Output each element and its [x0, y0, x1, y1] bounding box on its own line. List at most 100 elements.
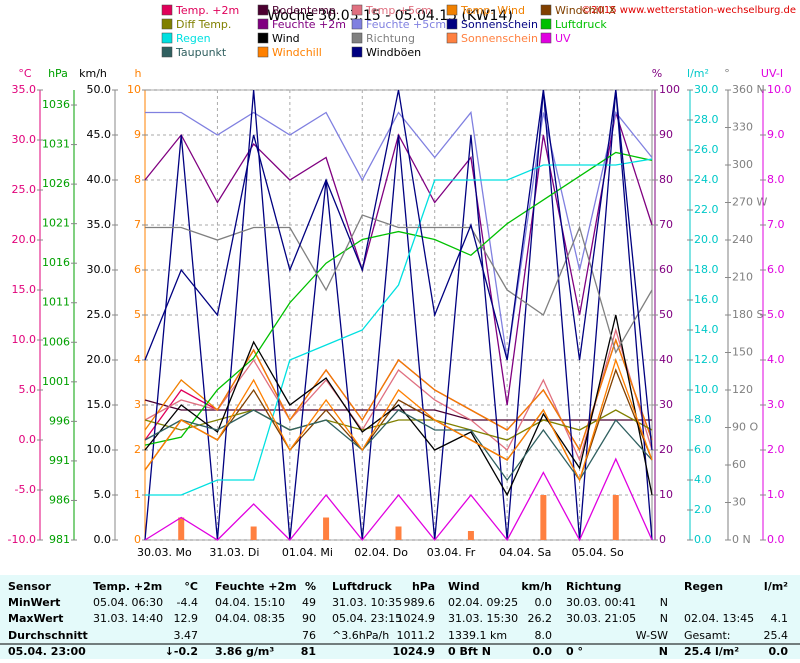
y-tick-label: 330: [732, 121, 753, 134]
y-tick-label: 6.0: [694, 443, 712, 456]
axis-label: l/m²: [687, 67, 709, 80]
y-tick-label: 28.0: [694, 113, 719, 126]
y-tick-label: 1026: [42, 177, 70, 190]
y-tick-label: 0.0: [94, 533, 112, 546]
y-tick-label: 8.0: [767, 173, 785, 186]
table-cell: 02.04. 13:45: [684, 612, 754, 625]
y-tick-label: 80: [659, 173, 673, 186]
table-cell: ↓-0.2: [165, 645, 198, 658]
x-tick-label: 05.04. So: [572, 546, 624, 559]
table-cell: 12.9: [174, 612, 199, 625]
table-cell: l/m²: [764, 580, 788, 593]
y-tick-label: 15.0: [87, 398, 112, 411]
y-tick-label: 5.0: [767, 308, 785, 321]
table-cell: 04.04. 08:35: [215, 612, 285, 625]
y-tick-label: 40.0: [87, 173, 112, 186]
y-tick-label: 9.0: [767, 128, 785, 141]
y-tick-label: 10.0: [694, 383, 719, 396]
y-tick-label: 2: [134, 443, 141, 456]
y-tick-label: 30: [659, 398, 673, 411]
table-cell: 31.03. 10:35: [332, 596, 402, 609]
table-cell: 30.03. 00:41: [566, 596, 636, 609]
legend-label: Sonnenschein: [461, 18, 538, 31]
series-line: [144, 89, 653, 451]
table-cell: 1024.9: [393, 645, 435, 658]
y-tick-label: 10: [659, 488, 673, 501]
y-tick-label: 60: [732, 458, 746, 471]
y-tick-label: 10.0: [12, 333, 37, 346]
table-cell: N: [660, 612, 668, 625]
y-tick-label: 986: [49, 493, 70, 506]
y-tick-label: 2.0: [694, 503, 712, 516]
legend-swatch: [161, 32, 173, 44]
table-cell: -4.4: [177, 596, 198, 609]
y-tick-label: 30: [732, 496, 746, 509]
y-tick-label: 90: [659, 128, 673, 141]
legend-swatch: [351, 46, 363, 58]
copyright: ©2015 www.wetterstation-wechselburg.de: [581, 5, 796, 16]
table-cell: N: [659, 645, 668, 658]
y-tick-label: 70: [659, 218, 673, 231]
table-cell: 31.03. 14:40: [93, 612, 163, 625]
table-cell: W-SW: [636, 629, 668, 642]
legend-swatch: [351, 32, 363, 44]
table-cell: 76: [302, 629, 316, 642]
legend-swatch: [540, 4, 552, 16]
y-tick-label: 180 S: [732, 308, 763, 321]
legend-label: Diff Temp.: [176, 18, 231, 31]
x-tick-label: 02.04. Do: [354, 546, 408, 559]
table-cell: 1339.1 km: [448, 629, 507, 642]
table-cell: 0.0: [769, 645, 789, 658]
y-tick-label: 5.0: [94, 488, 112, 501]
legend-swatch: [540, 32, 552, 44]
y-tick-label: 270 W: [732, 196, 767, 209]
axis-label: km/h: [79, 67, 107, 80]
y-tick-label: 1021: [42, 217, 70, 230]
legend-label: Feuchte +2m: [272, 18, 346, 31]
table-cell: 05.04. 23:15: [332, 612, 402, 625]
y-tick-label: 25.0: [87, 308, 112, 321]
table-cell: 25.4 l/m²: [684, 645, 739, 658]
table-cell: %: [305, 580, 316, 593]
y-tick-label: 1016: [42, 256, 70, 269]
y-tick-label: 5: [134, 308, 141, 321]
y-tick-label: 360 N: [732, 83, 765, 96]
y-tick-label: 1036: [42, 98, 70, 111]
table-cell: Temp. +2m: [93, 580, 162, 593]
table-cell: 989.6: [404, 596, 436, 609]
y-tick-label: 10: [127, 83, 141, 96]
y-tick-label: 240: [732, 233, 753, 246]
table-cell: Richtung: [566, 580, 621, 593]
legend-swatch: [540, 18, 552, 30]
table-cell: 05.04. 06:30: [93, 596, 163, 609]
sunshine-bar: [395, 526, 402, 540]
legend-swatch: [446, 32, 458, 44]
y-tick-label: 0: [659, 533, 666, 546]
sunshine-bar: [467, 531, 474, 540]
y-tick-label: -5.0: [15, 483, 36, 496]
y-tick-label: 4.0: [767, 353, 785, 366]
y-tick-label: 996: [49, 414, 70, 427]
y-tick-label: 30.0: [694, 83, 719, 96]
y-tick-label: 20.0: [87, 353, 112, 366]
legend-swatch: [351, 4, 363, 16]
table-cell: 0.0: [535, 596, 553, 609]
legend-swatch: [351, 18, 363, 30]
series-line: [144, 409, 653, 441]
y-tick-label: 24.0: [694, 173, 719, 186]
y-tick-label: 120: [732, 383, 753, 396]
legend-swatch: [161, 4, 173, 16]
series-line: [145, 158, 653, 496]
y-tick-label: 0: [134, 533, 141, 546]
axis-label: %: [652, 67, 662, 80]
table-cell: 4.1: [771, 612, 789, 625]
y-tick-label: 1011: [42, 296, 70, 309]
y-tick-label: 20.0: [12, 233, 37, 246]
table-cell: 81: [301, 645, 316, 658]
y-tick-label: 12.0: [694, 353, 719, 366]
y-tick-label: 1031: [42, 138, 70, 151]
table-cell: 3.86 g/m³: [215, 645, 274, 658]
y-tick-label: 20: [659, 443, 673, 456]
y-tick-label: 50.0: [87, 83, 112, 96]
sunshine-bar: [323, 517, 330, 540]
